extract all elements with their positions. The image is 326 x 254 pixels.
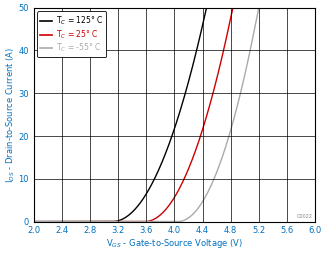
Y-axis label: I$_{DS}$ - Drain-to-Source Current (A): I$_{DS}$ - Drain-to-Source Current (A) (4, 46, 17, 183)
X-axis label: V$_{GS}$ - Gate-to-Source Voltage (V): V$_{GS}$ - Gate-to-Source Voltage (V) (106, 237, 243, 250)
Legend: T$_C$ = 125° C, T$_C$ = 25° C, T$_C$ = -55° C: T$_C$ = 125° C, T$_C$ = 25° C, T$_C$ = -… (37, 11, 106, 57)
Text: C0022: C0022 (297, 214, 312, 219)
